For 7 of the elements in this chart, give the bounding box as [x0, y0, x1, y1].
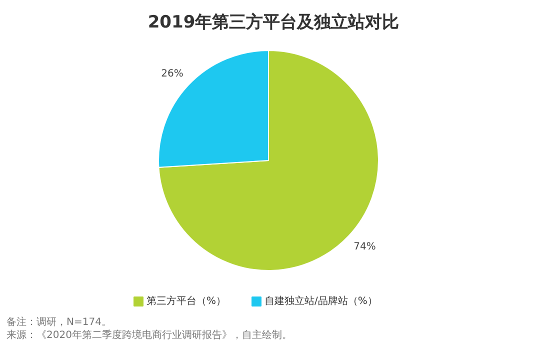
source-note: 来源：《2020年第二季度跨境电商行业调研报告》，自主绘制。 — [6, 329, 292, 341]
text: 备注：调研，N=174。 — [6, 316, 112, 328]
legend-label: 第三方平台（%） — [146, 295, 226, 307]
chart-title: 2019年第三方平台及独立站对比 — [148, 12, 400, 32]
data-label: 26% — [161, 68, 184, 80]
data-label: 74% — [354, 242, 376, 253]
legend-label: 自建独立站/品牌站（%） — [264, 295, 378, 307]
